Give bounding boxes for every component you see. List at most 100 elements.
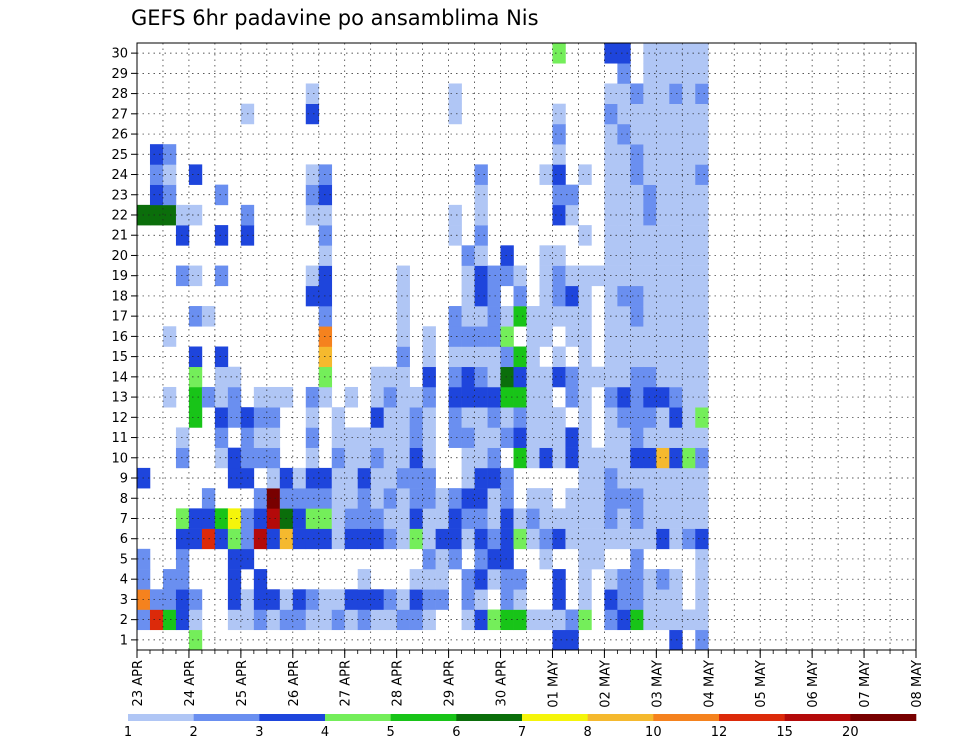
heatmap-cell: [500, 427, 514, 448]
heatmap-cell: [487, 467, 501, 489]
heatmap-cell: [500, 245, 514, 266]
colorbar-segment: [850, 714, 917, 721]
heatmap-cell: [305, 184, 320, 206]
colorbar-segment: [522, 714, 588, 721]
heatmap-cell: [357, 427, 371, 448]
heatmap-cell: [630, 508, 644, 529]
heatmap-cell: [292, 609, 307, 631]
heatmap-cell: [331, 528, 346, 550]
heatmap-cell: [591, 366, 605, 388]
heatmap-cell: [227, 589, 242, 610]
heatmap-cell: [578, 427, 592, 448]
heatmap-cell: [344, 467, 359, 489]
heatmap-cell: [656, 306, 670, 327]
heatmap-cell: [357, 488, 371, 509]
heatmap-cell: [552, 346, 566, 368]
heatmap-cell: [539, 508, 553, 529]
heatmap-cell: [188, 386, 203, 408]
colorbar-segment: [719, 714, 785, 721]
heatmap-cell: [656, 366, 670, 388]
y-tick-label: 12: [111, 411, 128, 426]
heatmap-cell: [500, 346, 514, 368]
heatmap-cell: [656, 123, 670, 145]
heatmap-cell: [617, 43, 631, 64]
heatmap-cell: [513, 528, 527, 550]
heatmap-cell: [214, 528, 229, 550]
heatmap-cell: [656, 103, 670, 125]
heatmap-cell: [175, 447, 190, 469]
heatmap-cell: [305, 467, 320, 489]
heatmap-cell: [227, 467, 242, 489]
heatmap-cell: [682, 164, 696, 185]
heatmap-cell: [487, 326, 501, 347]
heatmap-cell: [552, 204, 566, 226]
heatmap-cell: [656, 63, 670, 84]
heatmap-cell: [552, 508, 566, 529]
colorbar-label: 8: [584, 725, 592, 740]
colorbar-label: 4: [321, 725, 329, 740]
heatmap-cell: [370, 427, 384, 448]
heatmap-cell: [409, 488, 423, 509]
y-tick-label: 26: [111, 128, 128, 143]
heatmap-cell: [331, 407, 346, 428]
heatmap-cell: [669, 386, 683, 408]
heatmap-cell: [656, 265, 670, 287]
heatmap-cell: [539, 407, 553, 428]
heatmap-cell: [396, 447, 410, 469]
heatmap-cell: [617, 225, 631, 246]
heatmap-cell: [344, 386, 359, 408]
heatmap-cell: [669, 164, 683, 185]
heatmap-cell: [487, 569, 501, 590]
x-tick-label: 05 MAY: [754, 660, 769, 708]
heatmap-cell: [331, 589, 346, 610]
heatmap-cell: [396, 386, 410, 408]
heatmap-cell: [227, 407, 242, 428]
heatmap-cell: [552, 427, 566, 448]
heatmap-cell: [552, 589, 566, 610]
heatmap-cell: [149, 609, 164, 631]
heatmap-cell: [682, 204, 696, 226]
heatmap-cell: [695, 346, 709, 368]
heatmap-cell: [253, 447, 268, 469]
heatmap-cell: [513, 569, 527, 590]
y-tick-label: 5: [120, 552, 128, 567]
heatmap-cell: [370, 508, 384, 529]
heatmap-cell: [669, 447, 683, 469]
heatmap-cell: [175, 225, 190, 246]
heatmap-cell: [617, 306, 631, 327]
heatmap-cell: [578, 265, 592, 287]
heatmap-cell: [474, 508, 488, 529]
heatmap-cell: [292, 508, 307, 529]
heatmap-cell: [448, 346, 462, 368]
heatmap-cell: [630, 306, 644, 327]
heatmap-cell: [175, 569, 190, 590]
heatmap-cell: [617, 83, 631, 104]
heatmap-cell: [682, 225, 696, 246]
heatmap-cell: [630, 488, 644, 509]
heatmap-cell: [188, 629, 203, 651]
heatmap-cell: [162, 184, 177, 206]
heatmap-cell: [591, 265, 605, 287]
x-tick-label: 03 MAY: [650, 660, 665, 708]
heatmap-cell: [292, 488, 307, 509]
y-tick-label: 17: [111, 310, 128, 325]
heatmap-cell: [474, 569, 488, 590]
heatmap-cell: [188, 407, 203, 428]
heatmap-cell: [500, 528, 514, 550]
heatmap-cell: [266, 589, 281, 610]
y-tick-label: 15: [111, 350, 128, 365]
heatmap-cell: [617, 204, 631, 226]
heatmap-cell: [552, 164, 566, 185]
heatmap-cell: [552, 285, 566, 307]
heatmap-cell: [630, 548, 644, 570]
heatmap-cell: [669, 326, 683, 347]
heatmap-cell: [253, 386, 268, 408]
heatmap-cell: [305, 508, 320, 529]
heatmap-cell: [227, 366, 242, 388]
heatmap-cell: [630, 407, 644, 428]
heatmap-cell: [474, 609, 488, 631]
heatmap-cell: [448, 225, 462, 246]
heatmap-cell: [188, 164, 203, 185]
heatmap-cell: [305, 83, 320, 104]
heatmap-cell: [630, 569, 644, 590]
